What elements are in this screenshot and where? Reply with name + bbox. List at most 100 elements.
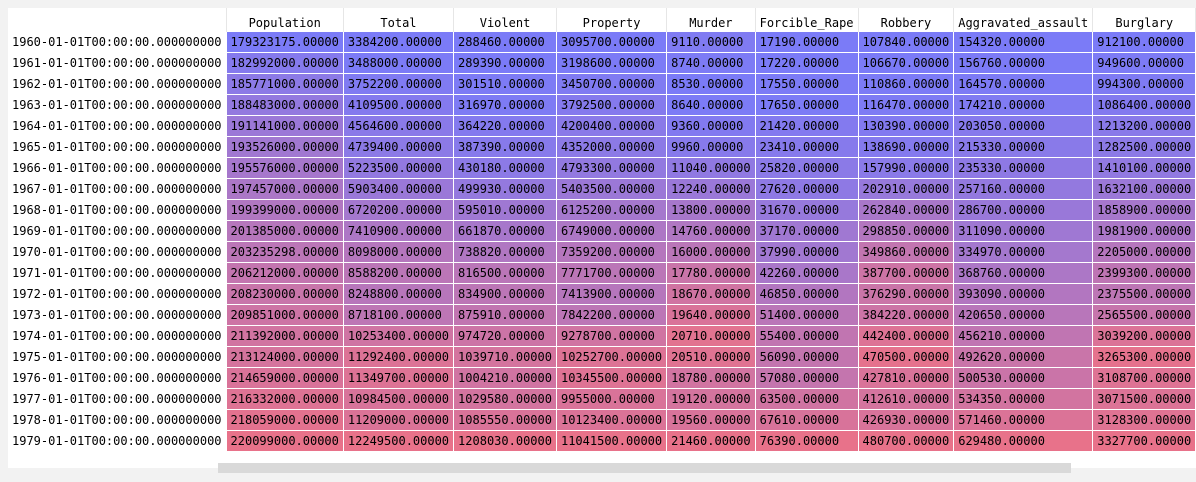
table-cell[interactable]: 6125200.00000 <box>555 198 668 221</box>
table-cell[interactable]: 3265300.00000 <box>1092 345 1196 368</box>
table-cell[interactable]: 193526000.00000 <box>225 135 344 158</box>
table-cell[interactable]: 185771000.00000 <box>225 72 344 95</box>
table-cell[interactable]: 164570.00000 <box>953 72 1094 95</box>
table-cell[interactable]: 2399300.00000 <box>1092 261 1196 284</box>
table-cell[interactable]: 9960.00000 <box>666 135 756 158</box>
table-cell[interactable]: 10253400.00000 <box>342 324 455 347</box>
table-cell[interactable]: 629480.00000 <box>953 429 1094 452</box>
table-cell[interactable]: 17550.00000 <box>754 72 859 95</box>
table-cell[interactable]: 201385000.00000 <box>225 219 344 242</box>
table-cell[interactable]: 12249500.00000 <box>342 429 455 452</box>
table-cell[interactable]: 107840.00000 <box>857 30 955 53</box>
table-cell[interactable]: 179323175.00000 <box>225 30 344 53</box>
table-cell[interactable]: 500530.00000 <box>953 366 1094 389</box>
table-cell[interactable]: 203050.00000 <box>953 114 1094 137</box>
table-cell[interactable]: 214659000.00000 <box>225 366 344 389</box>
table-cell[interactable]: 10123400.00000 <box>555 408 668 431</box>
table-cell[interactable]: 11040.00000 <box>666 156 756 179</box>
table-cell[interactable]: 197457000.00000 <box>225 177 344 200</box>
table-cell[interactable]: 289390.00000 <box>453 51 557 74</box>
table-cell[interactable]: 19560.00000 <box>666 408 756 431</box>
table-cell[interactable]: 442400.00000 <box>857 324 955 347</box>
table-cell[interactable]: 3752200.00000 <box>342 72 455 95</box>
table-cell[interactable]: 27620.00000 <box>754 177 859 200</box>
table-cell[interactable]: 191141000.00000 <box>225 114 344 137</box>
table-cell[interactable]: 110860.00000 <box>857 72 955 95</box>
table-cell[interactable]: 3128300.00000 <box>1092 408 1196 431</box>
table-cell[interactable]: 37170.00000 <box>754 219 859 242</box>
table-cell[interactable]: 208230000.00000 <box>225 282 344 305</box>
table-cell[interactable]: 21460.00000 <box>666 429 756 452</box>
table-cell[interactable]: 209851000.00000 <box>225 303 344 326</box>
table-cell[interactable]: 5903400.00000 <box>342 177 455 200</box>
table-cell[interactable]: 492620.00000 <box>953 345 1094 368</box>
table-cell[interactable]: 206212000.00000 <box>225 261 344 284</box>
table-cell[interactable]: 430180.00000 <box>453 156 557 179</box>
table-cell[interactable]: 11209000.00000 <box>342 408 455 431</box>
table-cell[interactable]: 8098000.00000 <box>342 240 455 263</box>
table-cell[interactable]: 37990.00000 <box>754 240 859 263</box>
table-cell[interactable]: 3792500.00000 <box>555 93 668 116</box>
table-cell[interactable]: 2205000.00000 <box>1092 240 1196 263</box>
table-cell[interactable]: 4793300.00000 <box>555 156 668 179</box>
table-cell[interactable]: 1632100.00000 <box>1092 177 1196 200</box>
table-cell[interactable]: 157990.00000 <box>857 156 955 179</box>
table-cell[interactable]: 211392000.00000 <box>225 324 344 347</box>
table-cell[interactable]: 56090.00000 <box>754 345 859 368</box>
table-cell[interactable]: 17650.00000 <box>754 93 859 116</box>
table-cell[interactable]: 14760.00000 <box>666 219 756 242</box>
table-cell[interactable]: 571460.00000 <box>953 408 1094 431</box>
table-cell[interactable]: 174210.00000 <box>953 93 1094 116</box>
table-cell[interactable]: 334970.00000 <box>953 240 1094 263</box>
table-cell[interactable]: 9278700.00000 <box>555 324 668 347</box>
table-cell[interactable]: 213124000.00000 <box>225 345 344 368</box>
table-cell[interactable]: 9955000.00000 <box>555 387 668 410</box>
table-cell[interactable]: 25820.00000 <box>754 156 859 179</box>
table-cell[interactable]: 3488000.00000 <box>342 51 455 74</box>
table-cell[interactable]: 215330.00000 <box>953 135 1094 158</box>
table-cell[interactable]: 8740.00000 <box>666 51 756 74</box>
table-cell[interactable]: 1085550.00000 <box>453 408 557 431</box>
table-cell[interactable]: 1213200.00000 <box>1092 114 1196 137</box>
table-cell[interactable]: 2565500.00000 <box>1092 303 1196 326</box>
table-cell[interactable]: 4739400.00000 <box>342 135 455 158</box>
table-cell[interactable]: 376290.00000 <box>857 282 955 305</box>
table-cell[interactable]: 834900.00000 <box>453 282 557 305</box>
table-cell[interactable]: 3039200.00000 <box>1092 324 1196 347</box>
table-cell[interactable]: 974720.00000 <box>453 324 557 347</box>
table-cell[interactable]: 46850.00000 <box>754 282 859 305</box>
table-cell[interactable]: 912100.00000 <box>1092 30 1196 53</box>
table-cell[interactable]: 13800.00000 <box>666 198 756 221</box>
table-cell[interactable]: 3198600.00000 <box>555 51 668 74</box>
table-cell[interactable]: 11292400.00000 <box>342 345 455 368</box>
table-cell[interactable]: 57080.00000 <box>754 366 859 389</box>
table-cell[interactable]: 456210.00000 <box>953 324 1094 347</box>
table-cell[interactable]: 7359200.00000 <box>555 240 668 263</box>
table-cell[interactable]: 316970.00000 <box>453 93 557 116</box>
table-cell[interactable]: 427810.00000 <box>857 366 955 389</box>
table-cell[interactable]: 3108700.00000 <box>1092 366 1196 389</box>
table-cell[interactable]: 262840.00000 <box>857 198 955 221</box>
table-cell[interactable]: 67610.00000 <box>754 408 859 431</box>
table-cell[interactable]: 10984500.00000 <box>342 387 455 410</box>
table-cell[interactable]: 1208030.00000 <box>453 429 557 452</box>
table-cell[interactable]: 412610.00000 <box>857 387 955 410</box>
table-cell[interactable]: 63500.00000 <box>754 387 859 410</box>
table-cell[interactable]: 235330.00000 <box>953 156 1094 179</box>
table-cell[interactable]: 364220.00000 <box>453 114 557 137</box>
table-cell[interactable]: 31670.00000 <box>754 198 859 221</box>
table-cell[interactable]: 875910.00000 <box>453 303 557 326</box>
table-cell[interactable]: 202910.00000 <box>857 177 955 200</box>
table-cell[interactable]: 420650.00000 <box>953 303 1094 326</box>
table-cell[interactable]: 1282500.00000 <box>1092 135 1196 158</box>
table-cell[interactable]: 116470.00000 <box>857 93 955 116</box>
table-cell[interactable]: 3450700.00000 <box>555 72 668 95</box>
table-cell[interactable]: 4200400.00000 <box>555 114 668 137</box>
table-cell[interactable]: 499930.00000 <box>453 177 557 200</box>
table-cell[interactable]: 5223500.00000 <box>342 156 455 179</box>
table-cell[interactable]: 3327700.00000 <box>1092 429 1196 452</box>
table-cell[interactable]: 393090.00000 <box>953 282 1094 305</box>
table-cell[interactable]: 20710.00000 <box>666 324 756 347</box>
table-cell[interactable]: 311090.00000 <box>953 219 1094 242</box>
table-cell[interactable]: 384220.00000 <box>857 303 955 326</box>
